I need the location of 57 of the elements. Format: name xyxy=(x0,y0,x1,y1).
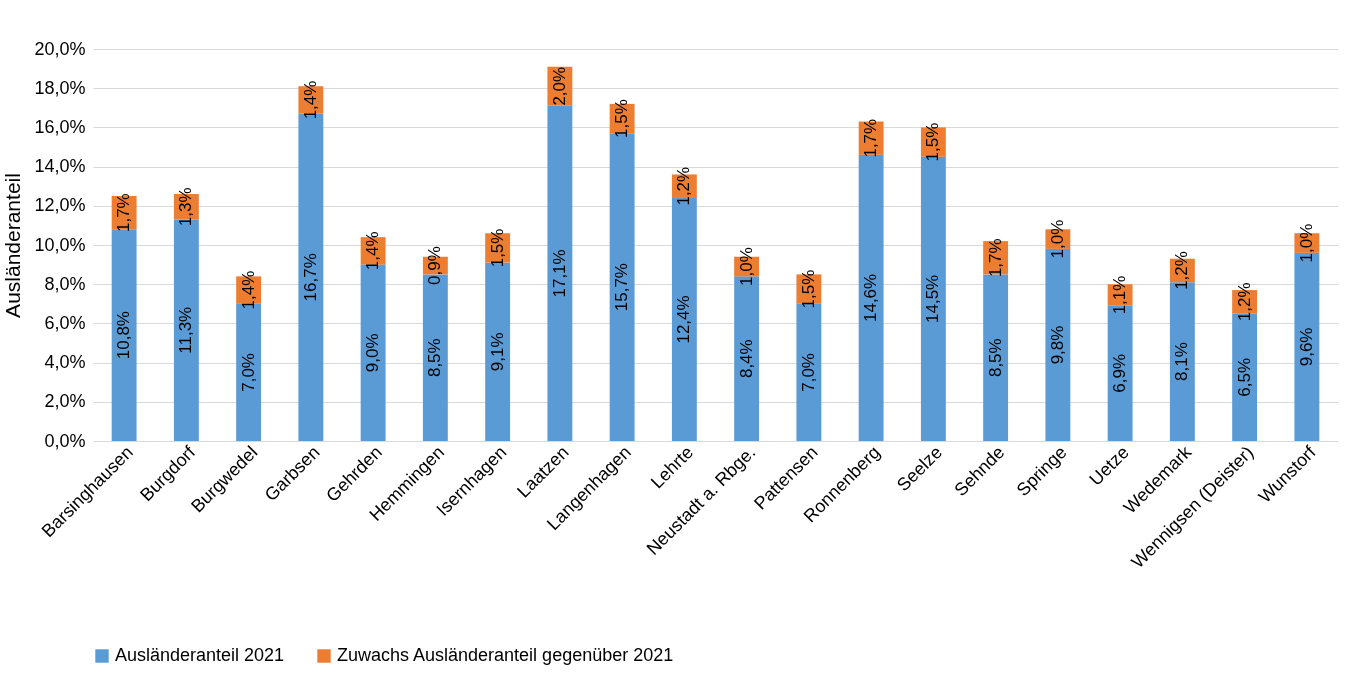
data-label: 1,2% xyxy=(1234,282,1254,322)
bar xyxy=(983,274,1009,441)
data-label: 1,5% xyxy=(923,122,943,162)
y-tick-label: 14,0% xyxy=(34,156,86,177)
data-label: 17,1% xyxy=(549,249,569,298)
data-label: 1,0% xyxy=(736,247,756,286)
data-label: 1,1% xyxy=(1110,275,1130,315)
data-label: 1,7% xyxy=(985,238,1005,278)
data-label: 8,5% xyxy=(425,338,445,378)
data-label: 10,8% xyxy=(114,311,134,360)
data-label: 6,9% xyxy=(1110,354,1130,393)
legend-label: Ausländeranteil 2021 xyxy=(115,645,285,665)
legend-label: Zuwachs Ausländeranteil gegenüber 2021 xyxy=(337,645,674,665)
data-label: 9,8% xyxy=(1047,325,1067,365)
data-label: 16,7% xyxy=(300,253,320,302)
data-label: 1,4% xyxy=(300,80,320,120)
data-label: 15,7% xyxy=(612,263,632,312)
bar xyxy=(547,105,573,441)
data-label: 1,5% xyxy=(612,99,632,138)
y-tick-label: 6,0% xyxy=(44,312,86,333)
data-label: 0,9% xyxy=(425,246,445,285)
data-label: 8,5% xyxy=(985,338,1005,378)
y-tick-label: 12,0% xyxy=(34,195,86,216)
data-label: 6,5% xyxy=(1234,357,1254,397)
y-tick-label: 0,0% xyxy=(44,430,86,451)
data-label: 8,4% xyxy=(736,339,756,379)
data-label: 14,5% xyxy=(923,274,943,323)
y-tick-label: 8,0% xyxy=(44,273,86,294)
data-label: 11,3% xyxy=(176,306,196,354)
data-label: 1,7% xyxy=(114,193,134,233)
y-tick-label: 18,0% xyxy=(34,77,86,98)
y-tick-label: 20,0% xyxy=(34,38,86,59)
data-label: 1,2% xyxy=(1172,251,1192,290)
data-label: 1,0% xyxy=(1296,223,1316,263)
data-label: 7,0% xyxy=(798,353,818,392)
data-label: 7,0% xyxy=(238,353,258,392)
data-label: 2,0% xyxy=(549,66,569,106)
bar xyxy=(111,229,137,441)
y-tick-label: 10,0% xyxy=(34,234,86,255)
data-label: 1,5% xyxy=(487,228,507,268)
data-label: 9,1% xyxy=(487,332,507,372)
data-label: 9,6% xyxy=(1296,327,1316,367)
data-label: 1,4% xyxy=(238,270,258,310)
data-label: 1,5% xyxy=(798,269,818,309)
y-tick-label: 16,0% xyxy=(34,116,86,137)
y-axis-title: Ausländeranteil xyxy=(1,173,25,318)
y-tick-label: 2,0% xyxy=(44,391,86,412)
data-label: 8,1% xyxy=(1172,342,1192,381)
data-label: 14,6% xyxy=(861,273,881,323)
data-label: 1,7% xyxy=(861,118,881,158)
data-label: 1,2% xyxy=(674,166,694,206)
data-label: 1,0% xyxy=(1047,219,1067,259)
data-label: 1,4% xyxy=(363,231,383,271)
y-tick-label: 4,0% xyxy=(44,352,86,373)
data-label: 12,4% xyxy=(674,295,694,344)
data-label: 9,0% xyxy=(363,333,383,373)
data-label: 1,3% xyxy=(176,187,196,227)
